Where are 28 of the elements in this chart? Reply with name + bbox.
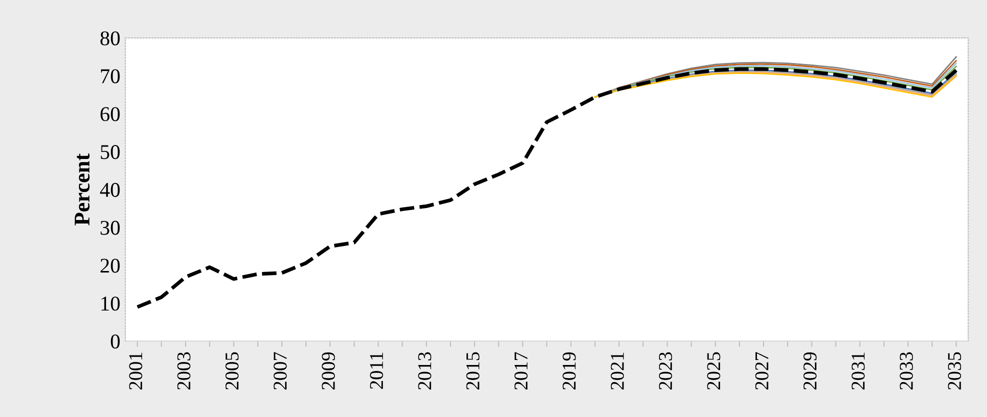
x-tick-label: 2003 — [177, 352, 190, 390]
x-tick-label: 2029 — [803, 352, 817, 390]
x-tick-label: 2017 — [514, 352, 528, 390]
x-tick-label: 2023 — [658, 352, 672, 390]
x-tick-label: 2007 — [274, 352, 287, 390]
x-tick-label: 2019 — [562, 352, 576, 390]
x-tick-label: 2035 — [948, 352, 962, 390]
x-tick-label: 2001 — [129, 352, 142, 390]
y-tick-label: 30 — [100, 220, 120, 235]
x-tick-label: 2033 — [900, 352, 913, 390]
x-tick-label: 2015 — [466, 352, 480, 390]
x-tick-label: 2031 — [852, 352, 865, 390]
y-tick-label: 70 — [101, 69, 120, 84]
x-tick-label: 2021 — [610, 352, 624, 390]
y-tick-label: 20 — [100, 258, 120, 273]
y-axis-title: Percent — [74, 153, 90, 226]
x-tick-label: 2027 — [755, 352, 768, 390]
y-tick-label: 10 — [101, 296, 120, 311]
x-tick-label: 2025 — [707, 352, 720, 390]
x-tick-label: 2013 — [418, 352, 432, 390]
x-tick-label: 2005 — [225, 352, 239, 390]
y-tick-label: 0 — [110, 334, 120, 349]
y-tick-label: 80 — [100, 31, 120, 46]
x-tick-label: 2009 — [322, 352, 335, 390]
y-tick-label: 60 — [100, 107, 120, 122]
y-tick-label: 40 — [100, 182, 120, 197]
x-tick-label: 2011 — [370, 352, 384, 389]
y-tick-label: 50 — [100, 145, 120, 160]
